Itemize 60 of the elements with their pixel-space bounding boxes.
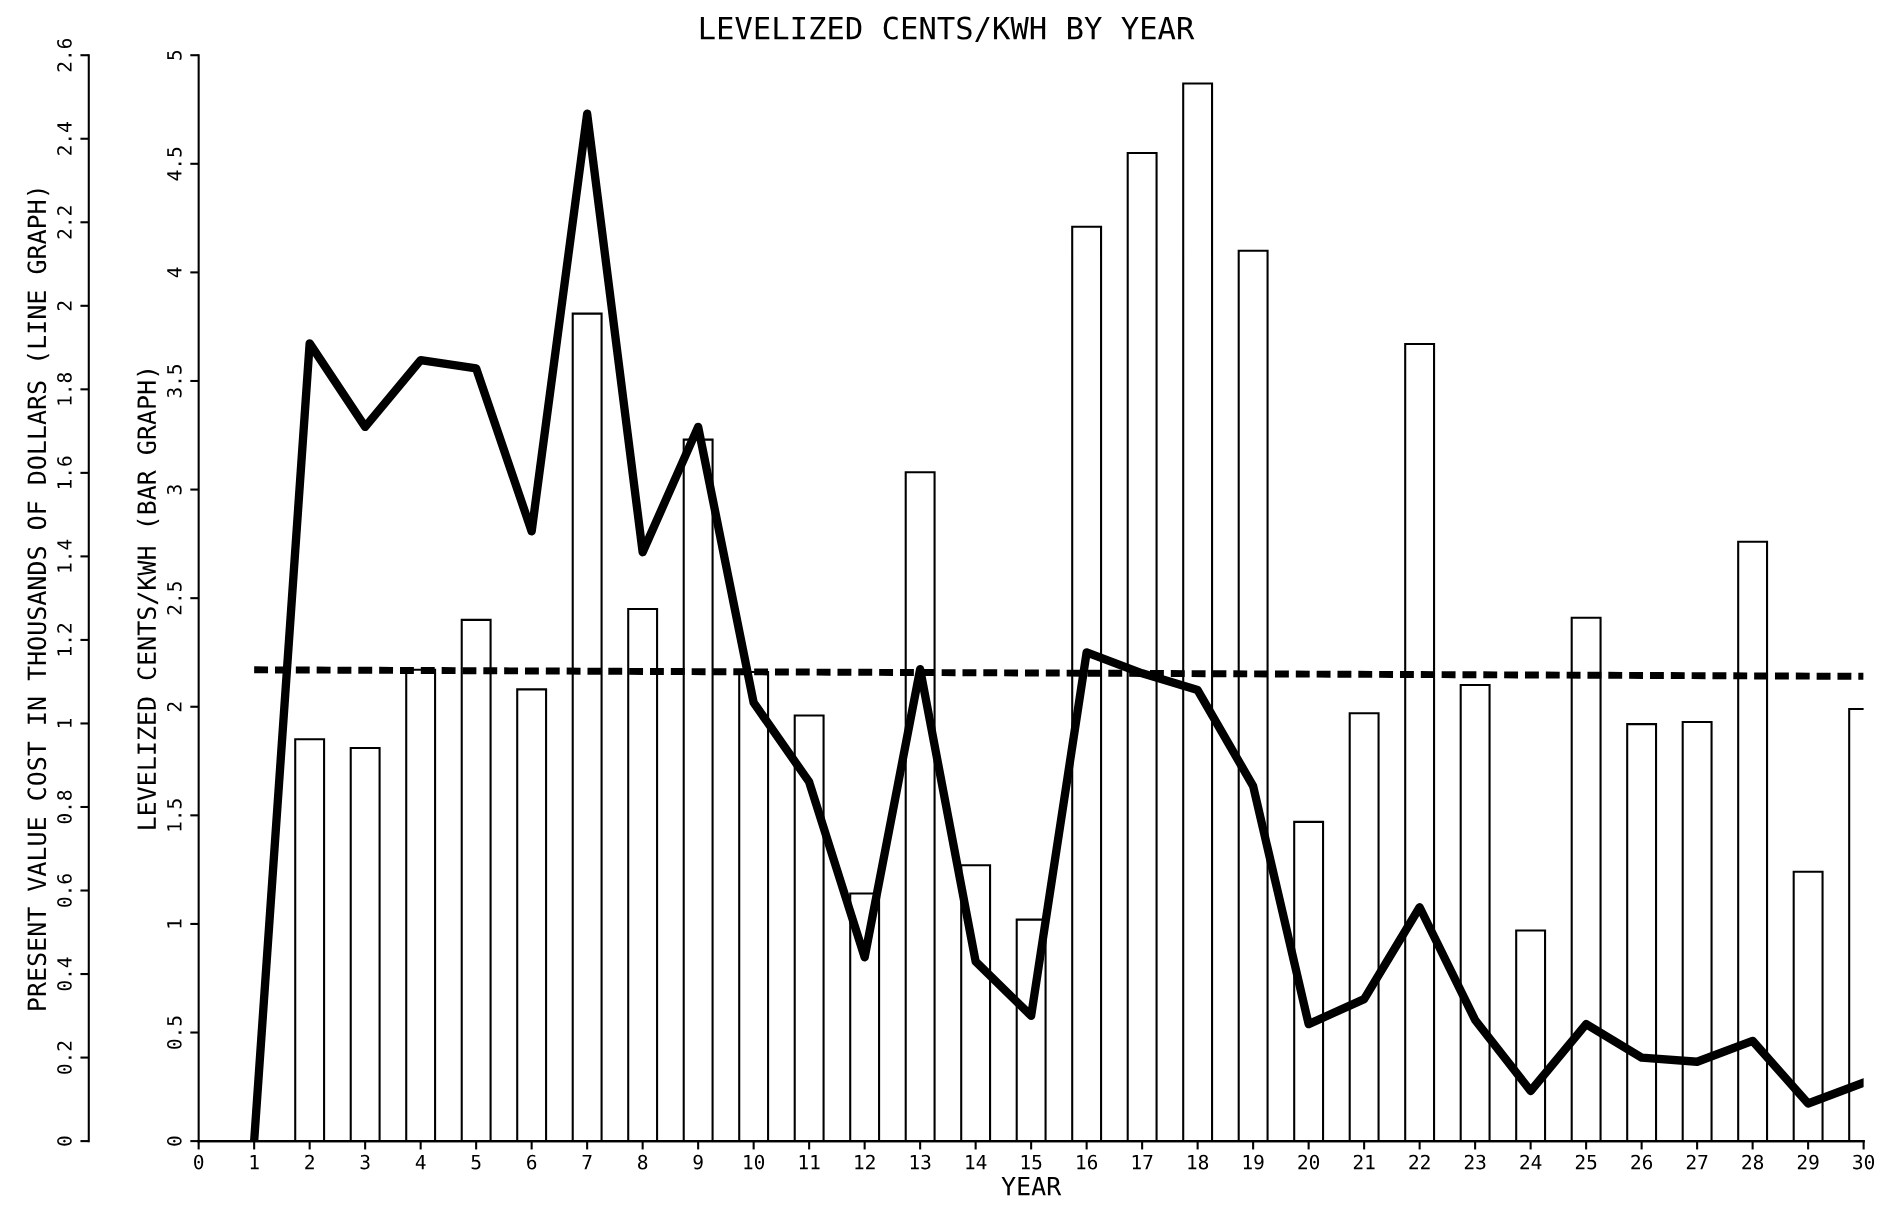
y-tick-label: 0.5	[166, 1016, 182, 1049]
y-tick-label: 5	[167, 50, 182, 60]
x-tick-label: 12	[855, 1154, 875, 1170]
y2-tick-label: 2.2	[57, 206, 72, 239]
y-tick-label: 3	[166, 485, 182, 495]
y-tick-label: 2.5	[166, 582, 182, 615]
y2-tick-label: 0.6	[57, 874, 72, 907]
y2-tick-label: 0.8	[57, 790, 72, 824]
chart-title: LEVELIZED CENTS/KWH BY YEAR	[700, 16, 1195, 43]
y2-tick-label: 2.4	[57, 122, 72, 155]
x-tick-label: 5	[471, 1155, 481, 1170]
y2-tick-label: 1.8	[57, 373, 72, 405]
x-tick-label: 11	[799, 1155, 820, 1170]
x-tick-label: 23	[1464, 1154, 1486, 1170]
x-tick-label: 4	[415, 1155, 426, 1170]
x-tick-label: 13	[910, 1154, 931, 1170]
y2-tick-label: 0	[57, 1136, 72, 1146]
x-tick-label: 8	[638, 1154, 648, 1170]
x-tick-label: 15	[1021, 1155, 1042, 1170]
y-tick-label: 1.5	[167, 799, 182, 831]
y2-tick-label: 2.6	[57, 38, 72, 72]
x-tick-label: 0	[194, 1154, 204, 1170]
y2-axis-title: PRESENT VALUE COST IN THOUSANDS OF DOLLARS (LINE GRAPH)	[26, 189, 50, 1010]
x-tick-label: 26	[1631, 1154, 1653, 1170]
x-tick-label: 29	[1797, 1154, 1819, 1170]
x-tick-label: 21	[1353, 1154, 1375, 1170]
x-tick-label: 30	[1853, 1154, 1875, 1170]
x-tick-label: 17	[1132, 1155, 1153, 1170]
y2-tick-label: 1.4	[57, 539, 72, 572]
x-tick-label: 2	[305, 1154, 314, 1170]
x-tick-label: 7	[582, 1155, 592, 1170]
y-tick-label: 0	[166, 1136, 182, 1146]
y2-tick-label: 0.4	[57, 957, 72, 991]
x-axis-title: YEAR	[1001, 1176, 1062, 1196]
x-tick-label: 27	[1686, 1154, 1708, 1170]
y-tick-label: 4	[167, 267, 182, 278]
y2-tick-label: 2	[57, 301, 72, 311]
x-tick-label: 9	[693, 1154, 703, 1170]
x-tick-label: 20	[1298, 1154, 1320, 1170]
y-tick-label: 1	[167, 919, 182, 928]
x-tick-label: 10	[744, 1154, 765, 1170]
x-tick-label: 16	[1077, 1154, 1098, 1170]
y-tick-label: 4.5	[167, 147, 182, 181]
x-tick-label: 3	[360, 1154, 370, 1170]
y2-tick-label: 0.2	[57, 1041, 72, 1074]
x-tick-label: 1	[250, 1155, 259, 1170]
y-axis-title: LEVELIZED CENTS/KWH (BAR GRAPH)	[136, 370, 160, 829]
x-tick-label: 6	[527, 1154, 537, 1170]
x-tick-label: 24	[1520, 1154, 1542, 1170]
y2-tick-label: 1.2	[57, 624, 72, 656]
x-tick-label: 28	[1742, 1154, 1764, 1170]
y2-tick-label: 1	[57, 718, 72, 727]
y-tick-label: 2	[166, 702, 182, 712]
x-tick-label: 18	[1188, 1154, 1209, 1170]
x-tick-label: 19	[1243, 1154, 1264, 1170]
x-tick-label: 25	[1575, 1154, 1597, 1170]
y-tick-label: 3.5	[166, 364, 182, 398]
x-tick-label: 14	[966, 1155, 987, 1170]
x-tick-label: 22	[1409, 1154, 1430, 1170]
y2-tick-label: 1.6	[57, 456, 72, 489]
